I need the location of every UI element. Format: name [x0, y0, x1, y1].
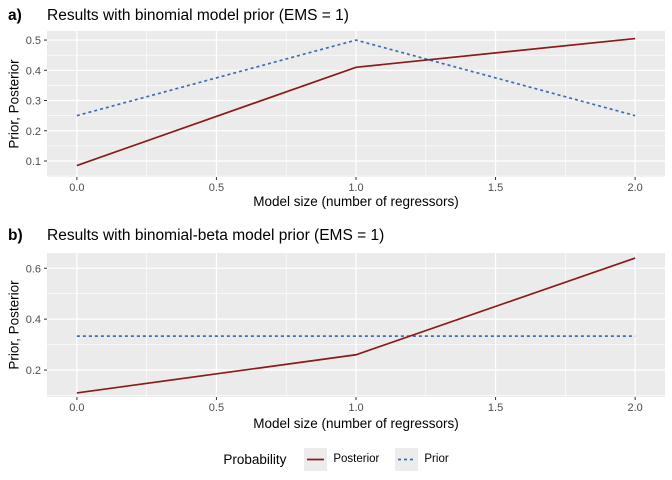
x-tick-label: 0.5: [209, 182, 224, 194]
posterior-line: [76, 37, 636, 167]
y-tick-label: 0.6: [26, 263, 41, 275]
panel-b-tag: b): [8, 227, 23, 244]
panel-a: 0.0 0.5 1.0 1.5 2.0 0.1 0.2 0.3 0.4 0.5 a) Result…: [0, 0, 672, 214]
panel-b: 0.0 0.5 1.0 1.5 2.0 0.2 0.4 0.6 b) Results with…: [0, 216, 672, 442]
legend-title: Probability: [223, 451, 287, 467]
chart-b-canvas: 0.0 0.5 1.0 1.5 2.0 0.2 0.4 0.6: [26, 253, 665, 414]
legend-label-prior: Prior: [424, 453, 449, 465]
legend-key-prior: [395, 447, 419, 471]
panel-b-x-axis-title: Model size (number of regressors): [253, 416, 459, 431]
posterior-line-icon: [307, 458, 325, 460]
legend-label-posterior: Posterior: [333, 453, 380, 465]
y-tick-label: 0.3: [26, 96, 41, 108]
legend-item-posterior: Posterior: [304, 447, 380, 471]
y-tick-label: 0.4: [26, 314, 41, 326]
y-tick-label: 0.1: [26, 156, 41, 168]
legend-key-posterior: [304, 447, 328, 471]
x-tick-label: 0.5: [209, 402, 224, 414]
panel-b-title: Results with binomial-beta model prior (…: [47, 227, 385, 244]
panel-a-x-axis-title: Model size (number of regressors): [253, 194, 459, 209]
legend: Probability Posterior Prior: [0, 444, 672, 474]
x-tick-label: 1.5: [488, 182, 503, 194]
y-tick-label: 0.2: [26, 365, 41, 377]
x-tick-label: 1.0: [348, 182, 363, 194]
panel-a-y-axis-title: Prior, Posterior: [6, 59, 22, 149]
x-tick-label: 1.0: [348, 402, 363, 414]
x-tick-label: 2.0: [627, 402, 642, 414]
panel-a-title: Results with binomial model prior (EMS =…: [47, 7, 349, 24]
x-tick-label: 0.0: [69, 182, 84, 194]
posterior-line: [76, 257, 636, 394]
legend-item-prior: Prior: [395, 447, 449, 471]
y-tick-label: 0.5: [26, 35, 41, 47]
prior-line: [76, 39, 636, 117]
chart-a-canvas: 0.0 0.5 1.0 1.5 2.0 0.1 0.2 0.3 0.4 0.5: [26, 31, 665, 194]
y-tick-label: 0.4: [26, 65, 41, 77]
x-tick-label: 0.0: [69, 402, 84, 414]
panel-b-y-axis-title: Prior, Posterior: [6, 280, 22, 370]
prior-line-icon: [398, 458, 416, 460]
x-tick-label: 1.5: [488, 402, 503, 414]
panel-a-tag: a): [8, 7, 22, 24]
x-tick-label: 2.0: [627, 182, 642, 194]
y-tick-label: 0.2: [26, 126, 41, 138]
